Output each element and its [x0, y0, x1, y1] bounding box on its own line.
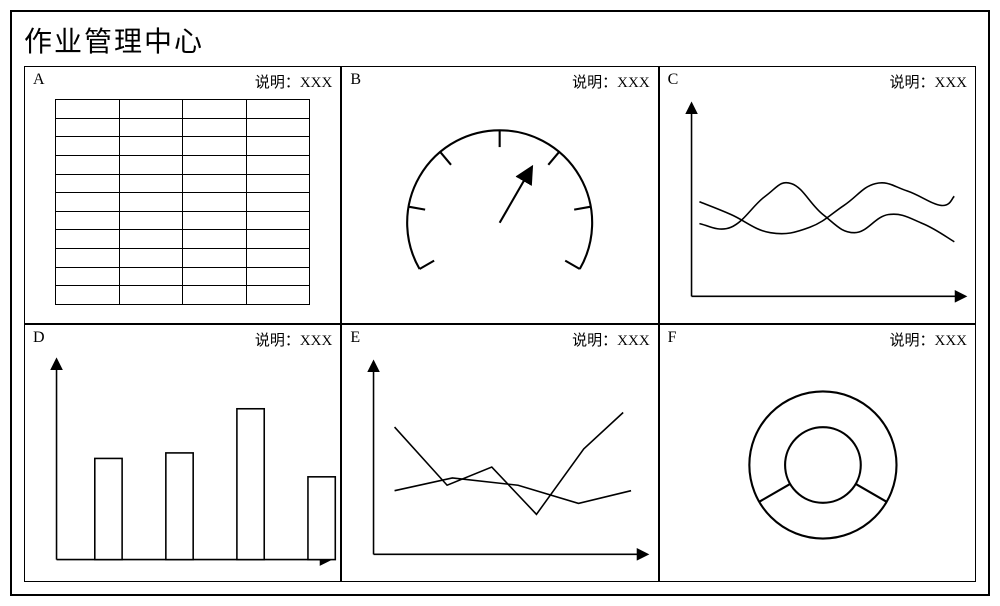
- table-cell: [120, 193, 184, 211]
- table-cell: [120, 175, 184, 193]
- table-row: [56, 249, 309, 268]
- table-cell: [56, 230, 120, 248]
- panel-E-chart: [342, 349, 657, 581]
- table-row: [56, 100, 309, 119]
- table-cell: [120, 249, 184, 267]
- table-cell: [56, 249, 120, 267]
- table-cell: [120, 100, 184, 118]
- table-row: [56, 193, 309, 212]
- table-cell: [183, 249, 247, 267]
- panel-F-donut: [660, 349, 975, 581]
- panel-D-chart: [25, 349, 340, 581]
- panel-E: E 说明：XXX: [341, 324, 658, 582]
- panel-D: D 说明：XXX: [24, 324, 341, 582]
- table-cell: [247, 137, 310, 155]
- panel-C-chart: [660, 91, 975, 323]
- table-cell: [247, 212, 310, 230]
- table-cell: [56, 119, 120, 137]
- table-cell: [183, 100, 247, 118]
- panel-B-desc: 说明：XXX: [572, 71, 650, 92]
- table-cell: [183, 193, 247, 211]
- table-row: [56, 268, 309, 287]
- table-cell: [56, 100, 120, 118]
- table-cell: [120, 286, 184, 304]
- table-cell: [56, 193, 120, 211]
- table-cell: [183, 175, 247, 193]
- table-row: [56, 212, 309, 231]
- table-cell: [247, 249, 310, 267]
- table-cell: [247, 230, 310, 248]
- panel-A-desc: 说明：XXX: [255, 71, 333, 92]
- table-cell: [183, 212, 247, 230]
- panel-C: C 说明：XXX: [659, 66, 976, 324]
- table-cell: [56, 268, 120, 286]
- table-row: [56, 286, 309, 304]
- panel-E-desc: 说明：XXX: [572, 329, 650, 350]
- panel-A: A 说明：XXX: [24, 66, 341, 324]
- panel-D-id: D: [33, 329, 45, 347]
- table-row: [56, 119, 309, 138]
- panel-C-id: C: [668, 71, 679, 89]
- table-cell: [56, 175, 120, 193]
- table-cell: [247, 193, 310, 211]
- table-cell: [183, 119, 247, 137]
- table-row: [56, 175, 309, 194]
- table-cell: [120, 230, 184, 248]
- table-row: [56, 137, 309, 156]
- panel-A-id: A: [33, 71, 45, 89]
- table-cell: [120, 137, 184, 155]
- panel-B-id: B: [350, 71, 361, 89]
- panel-F-id: F: [668, 329, 677, 347]
- table-cell: [56, 286, 120, 304]
- panel-B-gauge: [342, 91, 657, 323]
- table-cell: [56, 156, 120, 174]
- panel-B: B 说明：XXX: [341, 66, 658, 324]
- table-cell: [120, 268, 184, 286]
- dashboard-frame: 作业管理中心 A 说明：XXX B 说明：XXX C: [10, 10, 990, 596]
- panel-F-desc: 说明：XXX: [890, 329, 968, 350]
- table-cell: [120, 156, 184, 174]
- table-row: [56, 156, 309, 175]
- page-title: 作业管理中心: [24, 20, 976, 60]
- table-cell: [247, 156, 310, 174]
- table-cell: [183, 230, 247, 248]
- table-cell: [183, 268, 247, 286]
- table-cell: [247, 175, 310, 193]
- table-cell: [247, 268, 310, 286]
- table-cell: [247, 286, 310, 304]
- panel-grid: A 说明：XXX B 说明：XXX C 说明：XXX: [24, 66, 976, 582]
- panel-A-table: [55, 99, 310, 305]
- table-cell: [247, 119, 310, 137]
- table-cell: [183, 137, 247, 155]
- table-cell: [56, 212, 120, 230]
- table-cell: [120, 212, 184, 230]
- panel-D-desc: 说明：XXX: [255, 329, 333, 350]
- table-row: [56, 230, 309, 249]
- panel-E-id: E: [350, 329, 360, 347]
- panel-C-desc: 说明：XXX: [890, 71, 968, 92]
- table-cell: [183, 286, 247, 304]
- table-cell: [120, 119, 184, 137]
- table-cell: [247, 100, 310, 118]
- table-cell: [183, 156, 247, 174]
- panel-F: F 说明：XXX: [659, 324, 976, 582]
- table-cell: [56, 137, 120, 155]
